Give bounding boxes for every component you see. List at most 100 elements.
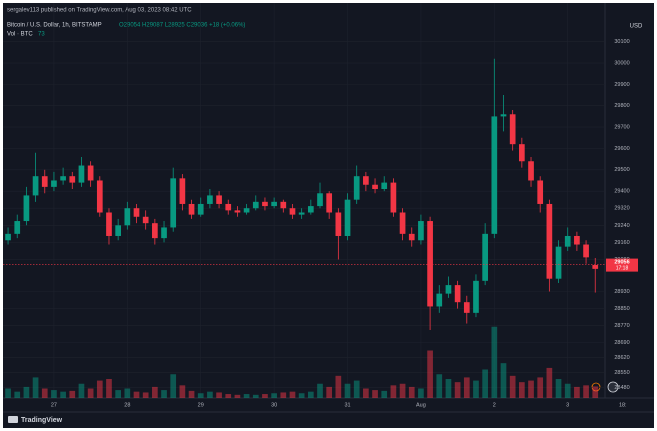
y-tick-label: 29800 (614, 103, 629, 109)
published-line: sergalev113 published on TradingView.com… (7, 8, 192, 14)
y-tick-label: 30100 (614, 39, 629, 45)
volume-bar (326, 386, 333, 398)
y-tick-label: 29900 (614, 82, 629, 88)
candle-body (161, 227, 167, 239)
volume-bar (427, 350, 433, 398)
y-tick-label: 28550 (614, 370, 629, 376)
volume-bar (528, 380, 534, 398)
volume-bar (500, 363, 507, 398)
candle-body (317, 193, 323, 207)
candle-body (399, 212, 406, 234)
candle-body (252, 201, 259, 209)
volume-bar (271, 393, 277, 398)
volume-bar (436, 374, 443, 398)
candle-body (14, 221, 21, 234)
candle-body (574, 235, 580, 245)
countdown-label: 17:18 (616, 265, 629, 271)
brand-name: TradingView (21, 417, 63, 424)
volume-bar (87, 388, 94, 398)
candle-body (298, 212, 305, 215)
volume-bar (51, 390, 57, 398)
y-tick-label: 29320 (614, 206, 629, 212)
y-tick-label: 28930 (614, 289, 629, 295)
candle-body (271, 201, 277, 207)
currency-label: USD (630, 24, 643, 30)
candle-body (170, 178, 177, 228)
candle-body (454, 285, 461, 303)
candle-body (106, 212, 112, 236)
candle-body (216, 195, 222, 204)
candle-body (51, 180, 57, 187)
candle-body (564, 235, 571, 247)
ohlc-readout: O29054 H29087 L28925 C29036 +18 (+0.06%) (119, 23, 245, 29)
candle-body (124, 208, 131, 226)
candle-body (344, 199, 351, 236)
y-tick-label: 29600 (614, 146, 629, 152)
candle-body (23, 195, 30, 222)
volume-bar (491, 326, 498, 398)
volume-bar (381, 390, 388, 398)
y-tick-label: 29240 (614, 223, 629, 229)
candle-body (583, 244, 589, 258)
volume-bar (207, 391, 213, 398)
candle-body (115, 225, 121, 236)
candle-body (69, 176, 76, 183)
candle-body (519, 144, 525, 162)
candle-body (528, 161, 534, 181)
x-tick-label: 31 (344, 402, 350, 408)
y-tick-label: 28850 (614, 306, 629, 312)
volume-bar (41, 388, 48, 398)
volume-bar (344, 383, 351, 398)
candles (5, 58, 599, 330)
y-tick-label: 29160 (614, 240, 629, 246)
volume-bar (317, 383, 323, 398)
brand-logo: TradingView (8, 416, 63, 424)
last-price-box (606, 258, 638, 272)
y-tick-label: 28690 (614, 340, 629, 346)
candle-body (326, 193, 333, 213)
x-tick-label: Aug (416, 402, 426, 408)
volume-bar (115, 390, 121, 398)
candle-body (335, 212, 342, 236)
candle-body (5, 233, 11, 241)
volume-bar (152, 386, 158, 398)
candle-body (207, 195, 213, 204)
volume-bar (78, 383, 85, 398)
grid (3, 3, 605, 398)
volume-bar (454, 382, 461, 398)
volume-bar (234, 394, 241, 398)
candle-body (381, 182, 388, 190)
candle-body (509, 114, 516, 145)
candle-body (87, 165, 94, 181)
candle-body (152, 223, 158, 239)
candle-body (289, 208, 296, 215)
volume-bar (564, 383, 571, 398)
candle-body (372, 184, 378, 190)
volume-bar (280, 392, 287, 398)
candle-body (234, 210, 241, 213)
volume-bar (252, 394, 259, 398)
candle-body (537, 180, 544, 204)
scroll-button[interactable] (607, 381, 619, 393)
candle-body (390, 182, 397, 213)
volume-bar (482, 369, 488, 398)
candle-body (555, 246, 562, 279)
volume-bar (408, 386, 415, 398)
candle-body (262, 201, 268, 207)
candle-body (353, 176, 360, 200)
volume-bar (170, 374, 177, 398)
volume-bar (307, 391, 314, 398)
y-tick-label: 29400 (614, 189, 629, 195)
x-tick-label: 30 (271, 402, 277, 408)
candle-body (133, 208, 140, 217)
volume-bar (399, 383, 406, 398)
x-tick-label: 27 (51, 402, 57, 408)
y-tick-label: 28480 (614, 385, 629, 391)
volume-bar (555, 379, 562, 398)
volume-bar (60, 391, 66, 398)
y-tick-label: 28620 (614, 355, 629, 361)
volume-bar (124, 388, 131, 398)
volume-bar (353, 380, 360, 398)
